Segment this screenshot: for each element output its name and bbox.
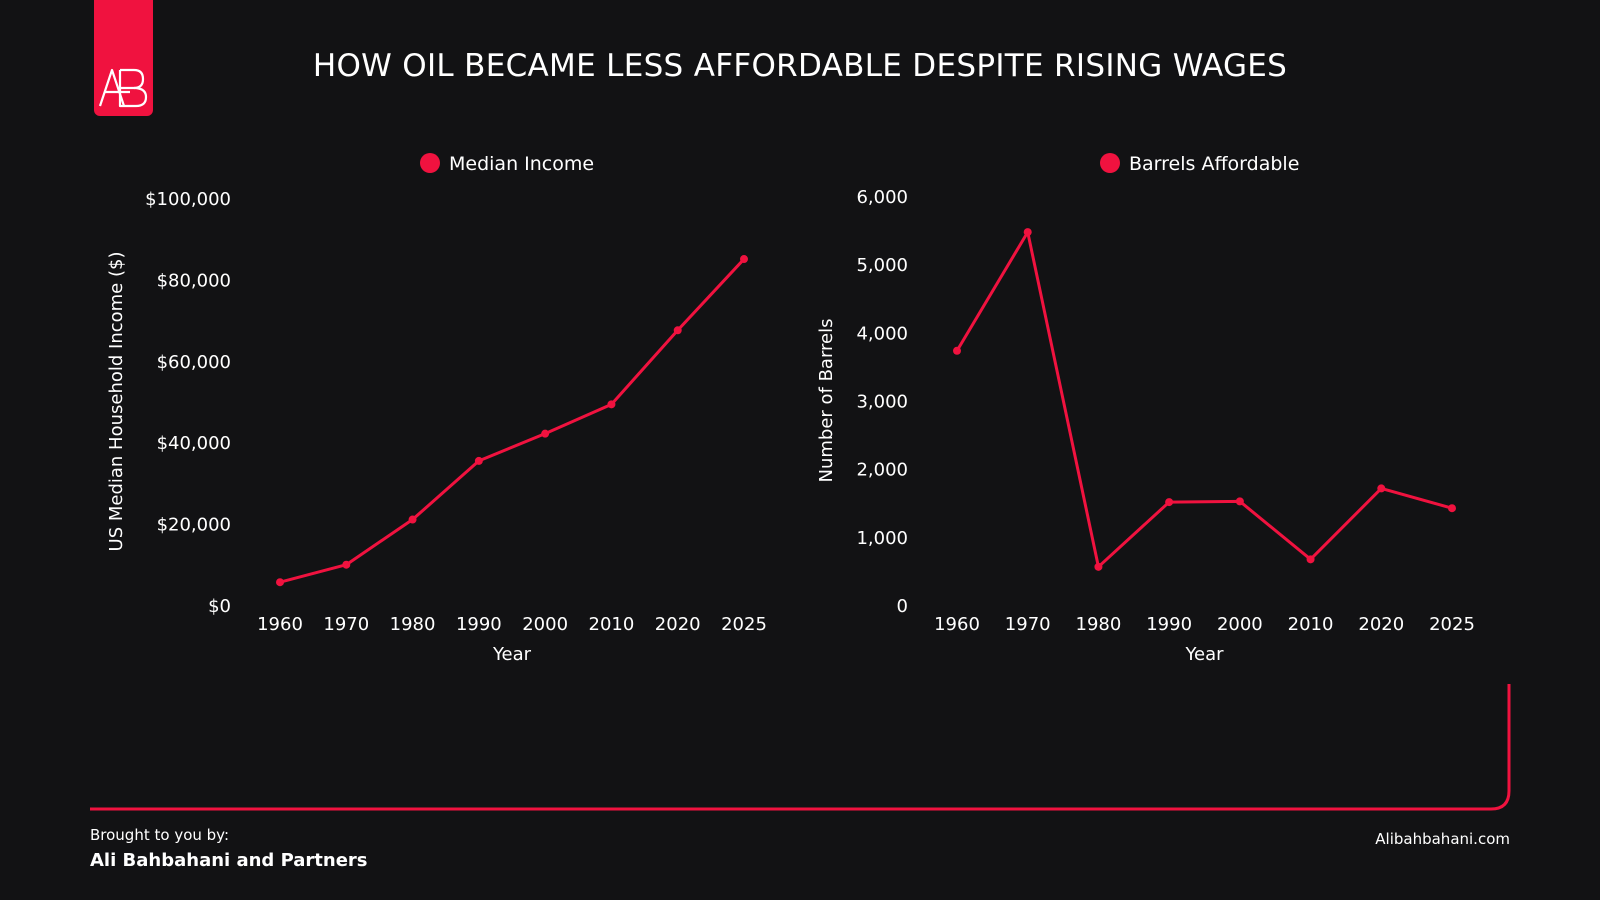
x-axis-title: Year	[1184, 644, 1224, 665]
footer-site-link[interactable]: Alibahbahani.com	[1375, 830, 1510, 848]
x-tick-label: 2000	[1217, 614, 1263, 635]
y-tick-label: 4,000	[856, 323, 908, 344]
x-tick-label: 2020	[655, 614, 701, 635]
legend-label: Median Income	[449, 153, 594, 175]
data-point	[607, 400, 616, 409]
y-tick-label: $0	[208, 596, 231, 617]
x-axis-title: Year	[492, 644, 532, 665]
ab-logo-icon	[98, 68, 148, 108]
y-tick-label: 6,000	[856, 187, 908, 208]
y-tick-label: 2,000	[856, 460, 908, 481]
series-line	[279, 258, 746, 584]
y-tick-label: $20,000	[157, 515, 231, 536]
data-point	[276, 578, 284, 587]
data-point	[474, 456, 483, 465]
x-tick-label: 1960	[934, 614, 980, 635]
legend-label: Barrels Affordable	[1129, 153, 1299, 175]
x-tick-label: 2025	[1429, 614, 1475, 635]
y-axis-title: Number of Barrels	[816, 318, 837, 482]
data-point	[1023, 228, 1032, 237]
x-tick-label: 2025	[721, 614, 767, 635]
data-point	[953, 346, 961, 355]
y-tick-label: $100,000	[145, 189, 231, 210]
x-tick-label: 1960	[257, 614, 303, 635]
y-tick-label: 1,000	[856, 528, 908, 549]
y-tick-label: 0	[897, 596, 908, 617]
x-tick-label: 1990	[456, 614, 502, 635]
ab-logo	[94, 0, 153, 116]
footer-label: Brought to you by:	[90, 826, 230, 844]
series-line	[955, 230, 1453, 569]
x-tick-label: 1980	[390, 614, 436, 635]
x-tick-label: 1990	[1146, 614, 1192, 635]
y-axis-title: US Median Household Income ($)	[106, 252, 127, 552]
x-tick-label: 2000	[522, 614, 568, 635]
data-point	[1306, 555, 1315, 564]
data-point	[1448, 504, 1456, 513]
footer-name: Ali Bahbahani and Partners	[90, 850, 368, 871]
data-point	[408, 515, 417, 524]
y-tick-label: 5,000	[856, 255, 908, 276]
x-tick-label: 1980	[1076, 614, 1122, 635]
x-tick-label: 1970	[323, 614, 369, 635]
data-point	[1094, 562, 1103, 571]
y-tick-label: $80,000	[157, 270, 231, 291]
data-point	[1165, 498, 1174, 507]
x-tick-label: 2010	[1288, 614, 1334, 635]
data-point	[541, 429, 550, 438]
data-point	[342, 560, 351, 569]
data-point	[740, 255, 748, 264]
x-tick-label: 2010	[589, 614, 635, 635]
data-point	[1235, 497, 1244, 506]
chart-title: HOW OIL BECAME LESS AFFORDABLE DESPITE R…	[312, 48, 1288, 84]
y-tick-label: 3,000	[856, 392, 908, 413]
y-tick-label: $40,000	[157, 433, 231, 454]
x-tick-label: 2020	[1358, 614, 1404, 635]
data-point	[1377, 484, 1386, 493]
legend-marker	[1100, 153, 1120, 173]
y-tick-label: $60,000	[157, 352, 231, 373]
x-tick-label: 1970	[1005, 614, 1051, 635]
legend-marker	[420, 153, 440, 173]
data-point	[673, 326, 682, 335]
